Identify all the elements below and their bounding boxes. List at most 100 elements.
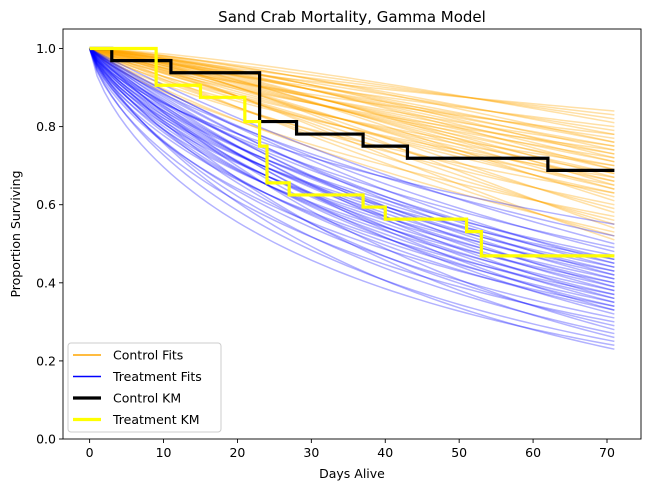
control-fit-curve [89,47,615,120]
treatment-fit-curve [88,48,615,323]
treatment-fit-curve [89,48,615,284]
control-fit-curve [89,47,615,194]
control-fit-curve [89,47,615,147]
treatment-fit-curve [88,48,615,307]
treatment-fit-curve [88,48,615,327]
control-fit-curve [89,47,615,183]
control-fit-curve [89,47,615,128]
treatment-fit-curve [89,47,615,237]
treatment-fit-curve [88,48,615,292]
control-fit-curve [89,47,615,159]
treatment-fit-curve [89,47,615,315]
control-fit-curve [89,47,615,218]
control-fit-curve [89,47,615,225]
x-tick-label: 70 [599,445,615,460]
control-fit-curve [89,47,615,237]
y-axis-ticks: 0.0 0.2 0.4 0.6 0.8 1.0 [36,41,63,447]
treatment-fit-curve [89,47,615,304]
treatment-fit-curve [89,48,615,265]
treatment-fit-curve [88,48,615,284]
treatment-fit-curve [89,48,615,339]
treatment-fit-curve [88,48,615,343]
x-tick-label: 20 [229,445,245,460]
treatment-fit-curve [88,48,615,304]
x-tick-label: 60 [525,445,541,460]
treatment-fit-curve [89,47,615,276]
treatment-fit-curve [89,48,615,249]
treatment-fit-curve [88,48,615,296]
y-axis-label: Proportion Surviving [8,170,23,297]
y-tick-label: 0.8 [36,119,56,134]
treatment-fit-curve [88,48,615,307]
control-fit-curve [89,47,615,179]
treatment-fit-curve [88,48,615,335]
control-fit-curve [89,47,615,190]
treatment-fit-curve [88,48,615,280]
legend-label: Treatment KM [112,412,200,427]
treatment-fit-curve [89,47,615,268]
y-tick-label: 0.6 [36,197,56,212]
treatment-fit-curve [88,48,615,272]
control-fit-curve [89,47,615,136]
treatment-fit-curve [88,48,615,311]
y-tick-label: 0.0 [36,432,56,447]
x-axis-label: Days Alive [319,466,385,481]
control-fit-curve [89,47,615,229]
treatment-fit-curve [88,48,615,347]
control-fit-curve [89,47,615,198]
control-fit-curve [89,47,615,155]
legend-label: Control KM [113,391,181,406]
treatment-km-line [89,46,615,258]
legend-box [67,342,222,433]
x-axis-ticks: 0 10 20 30 40 50 60 70 [86,439,615,460]
control-km-line [89,46,615,172]
x-tick-label: 30 [303,445,319,460]
x-tick-label: 40 [377,445,393,460]
control-fit-curve [89,47,615,163]
treatment-fit-curve [88,48,615,225]
treatment-fit-curve [89,48,615,261]
control-fit-curve [89,47,615,186]
control-fit-curve [89,47,615,136]
y-tick-label: 1.0 [36,41,56,56]
treatment-fit-curve [89,47,615,331]
control-fit-curve [89,47,615,112]
treatment-fit-curve [89,47,615,300]
legend-label: Treatment Fits [112,369,202,384]
treatment-fit-curve [88,48,615,319]
treatment-fit-curve [89,48,615,296]
control-fit-curve [89,47,615,214]
control-fit-curve [89,47,615,147]
chart-title: Sand Crab Mortality, Gamma Model [218,8,486,26]
treatment-fit-curve [88,48,615,261]
control-fit-curve [89,47,615,167]
x-tick-label: 50 [451,445,467,460]
treatment-fit-curve [88,48,615,268]
legend-label: Control Fits [113,348,183,363]
control-fit-curve [89,47,615,194]
fit-curves-layer [88,47,615,350]
treatment-fit-curve [88,48,615,257]
control-fit-curve [89,47,615,132]
control-fit-curve [89,47,615,143]
control-fit-curve [89,47,615,124]
control-fit-curve [89,47,615,171]
y-tick-label: 0.2 [36,353,56,368]
control-fit-curve [89,47,615,116]
control-fit-curve [89,47,615,143]
control-fit-curve [89,47,615,151]
control-fit-curve [89,47,615,175]
control-fit-curve [89,47,615,140]
control-fit-curve [89,47,615,202]
plot-area-frame [62,28,642,440]
treatment-fit-curve [88,48,615,300]
treatment-fit-curve [89,47,615,292]
treatment-fit-curve [89,47,615,245]
control-fit-curve [89,47,615,163]
x-tick-label: 10 [156,445,172,460]
x-tick-label: 0 [86,445,94,460]
treatment-fit-curve [89,47,615,311]
control-fit-curve [89,47,615,167]
treatment-fit-curve [88,48,615,350]
